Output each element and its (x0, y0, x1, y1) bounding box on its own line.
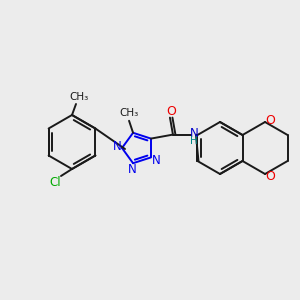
Text: N: N (128, 163, 136, 176)
Text: N: N (112, 140, 122, 154)
Text: O: O (166, 105, 176, 118)
Text: N: N (152, 154, 160, 167)
Text: O: O (265, 169, 275, 182)
Text: Cl: Cl (49, 176, 61, 188)
Text: O: O (265, 113, 275, 127)
Text: H: H (190, 136, 198, 146)
Text: CH₃: CH₃ (119, 108, 139, 118)
Text: CH₃: CH₃ (69, 92, 88, 102)
Text: N: N (190, 127, 198, 140)
